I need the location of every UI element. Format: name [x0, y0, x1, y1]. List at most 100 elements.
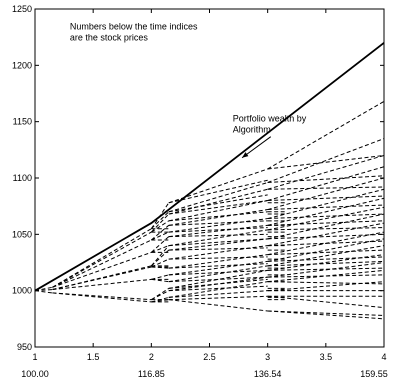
annotation-note: Numbers below the time indices are the s…	[70, 21, 198, 42]
y-tick-label: 1150	[13, 117, 32, 127]
stock-price-label: 116.85	[138, 369, 165, 379]
annotation-note-line-1: Numbers below the time indices	[70, 21, 198, 31]
tree-branch	[34, 286, 53, 292]
tree-branch	[267, 238, 385, 262]
tree-branch	[168, 278, 268, 289]
tree-branch	[168, 168, 268, 204]
tree-branch	[151, 224, 170, 241]
tree-branch	[168, 285, 268, 292]
tree-branch	[267, 197, 385, 226]
y-tick-label: 1100	[13, 173, 32, 183]
tree-branch	[267, 175, 385, 184]
tree-branch	[151, 245, 169, 253]
series-line-0	[34, 42, 385, 292]
tree-branch	[267, 256, 385, 262]
y-tick-label: 1050	[12, 229, 32, 239]
x-tick-label: 2	[149, 352, 154, 362]
tree-branch	[151, 231, 169, 241]
tree-branch	[168, 188, 268, 215]
tree-branch	[151, 220, 170, 233]
tree-branch	[267, 220, 385, 226]
tree-branch	[168, 200, 268, 222]
tree-branch	[52, 265, 152, 291]
tree-branch	[150, 236, 170, 253]
x-tick-label: 1.5	[87, 352, 100, 362]
tree-branch	[168, 269, 268, 276]
tree-branch	[168, 220, 268, 226]
tree-branch	[267, 188, 385, 220]
tree-branch	[168, 209, 268, 226]
tree-branch	[168, 245, 268, 260]
tree-branch	[168, 295, 268, 301]
series-layer	[34, 42, 385, 292]
x-tick-label: 4	[381, 352, 386, 362]
tree-branch	[267, 213, 385, 240]
tree-branch	[168, 229, 268, 247]
tree-branch	[52, 278, 152, 291]
tree-branch	[52, 239, 152, 288]
tree-branch	[267, 295, 385, 309]
wealth-tree	[34, 100, 385, 320]
x-tick-label: 1	[32, 352, 37, 362]
tree-branch	[168, 263, 268, 269]
tree-branch	[168, 265, 268, 283]
tree-branch	[168, 247, 268, 251]
x-tick-label: 2.5	[203, 352, 216, 362]
annotation-portfolio-line-1: Portfolio wealth by	[233, 114, 307, 124]
tree-branch	[168, 227, 268, 233]
tree-branch	[267, 100, 385, 170]
tree-branch	[52, 292, 152, 301]
tree-branch	[267, 249, 385, 256]
tree-branch	[267, 186, 385, 190]
annotation-arrow-head	[242, 152, 249, 158]
tree-branch	[267, 227, 385, 231]
y-tick-label: 1000	[12, 286, 32, 296]
tree-branch	[150, 211, 170, 230]
tree-branch	[168, 299, 268, 312]
tree-branch	[168, 260, 268, 276]
stock-price-label: 136.54	[254, 369, 282, 379]
tree-branch	[267, 245, 385, 267]
tree-branch	[168, 211, 268, 222]
tree-branch	[267, 222, 385, 247]
tree-branch	[168, 233, 268, 238]
tree-branch	[168, 269, 268, 289]
tree-branch	[267, 195, 385, 202]
tree-branch	[151, 274, 169, 280]
tree-branch	[267, 206, 385, 231]
annotation-portfolio: Portfolio wealth by Algorithm	[233, 114, 307, 159]
tree-branch	[168, 224, 268, 238]
tree-branch	[267, 254, 385, 271]
tree-branch	[168, 200, 268, 215]
tree-branch	[52, 231, 152, 288]
tree-branch	[168, 218, 268, 233]
tree-branch	[52, 228, 152, 288]
stock-price-label: 100.00	[21, 369, 49, 379]
tree-branch	[267, 262, 385, 278]
tree-branch	[168, 276, 268, 283]
tree-branch	[52, 251, 152, 288]
tree-branch	[267, 166, 385, 202]
stock-price-label: 159.55	[360, 369, 388, 379]
tree-branch	[151, 287, 170, 301]
tree-branch	[267, 154, 385, 190]
tree-branch	[150, 245, 170, 267]
tree-branch	[267, 138, 385, 183]
y-tick-label: 1200	[12, 60, 32, 70]
y-tick-label: 1250	[12, 4, 32, 14]
tree-branch	[267, 274, 385, 278]
tree-branch	[168, 290, 268, 298]
tree-branch	[267, 204, 385, 211]
annotation-note-line-2: are the stock prices	[70, 32, 149, 42]
tree-branch	[267, 154, 385, 170]
stock-prices: 100.00 116.85 136.54 159.55	[21, 369, 388, 379]
tree-branch	[168, 254, 268, 269]
tree-branch	[168, 256, 268, 260]
tree-branch	[267, 281, 385, 292]
tree-branch	[168, 194, 268, 213]
tree-branch	[168, 179, 268, 204]
axis-ticks: 1 1.5 2 2.5 3 3.5 4 950 1000 1050 1100 1150 1200 1250	[12, 4, 387, 362]
y-tick-label: 950	[17, 342, 32, 352]
tree-branch	[168, 238, 268, 251]
